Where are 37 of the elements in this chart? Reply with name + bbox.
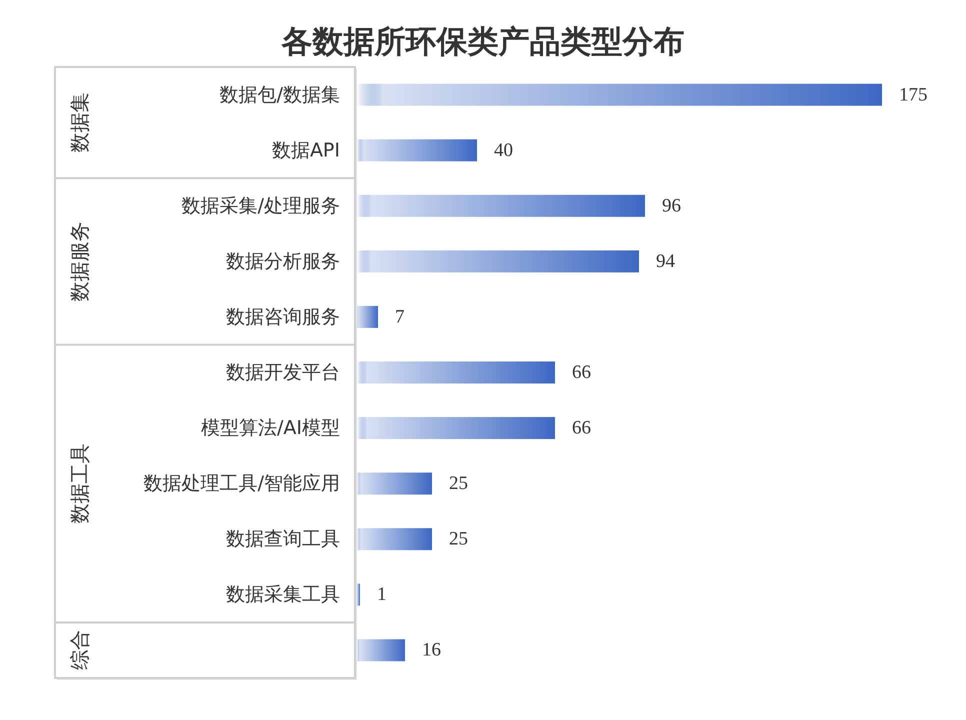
y-tick-label: 数据采集/处理服务 bbox=[182, 194, 340, 217]
bar bbox=[357, 639, 405, 662]
bar bbox=[357, 362, 555, 384]
text: 数据服务 bbox=[68, 221, 92, 302]
chart-title: 各数据所环保类产品类型分布 bbox=[280, 24, 684, 60]
data-label: 25 bbox=[449, 473, 468, 494]
y-tick-label: 数据API bbox=[272, 139, 340, 162]
bar bbox=[357, 584, 360, 606]
bar bbox=[357, 194, 645, 217]
data-label: 175 bbox=[899, 84, 928, 106]
bar bbox=[357, 84, 882, 106]
y-tick-label: 数据包/数据集 bbox=[220, 84, 340, 106]
bar bbox=[357, 472, 432, 495]
data-label: 66 bbox=[572, 362, 591, 383]
y-tick-label: 数据分析服务 bbox=[226, 250, 340, 272]
data-label: 16 bbox=[422, 640, 441, 661]
bar bbox=[357, 417, 555, 440]
data-label: 96 bbox=[662, 195, 681, 216]
y-tick-label: 数据采集工具 bbox=[226, 584, 340, 606]
text: 数据工具 bbox=[68, 444, 92, 524]
data-label: 1 bbox=[377, 584, 386, 606]
data-label: 94 bbox=[656, 250, 676, 272]
data-label: 66 bbox=[572, 418, 591, 439]
bar bbox=[357, 139, 477, 162]
text: 综合 bbox=[68, 630, 92, 670]
y-tick-label: 模型算法/AI模型 bbox=[200, 417, 340, 440]
data-label: 40 bbox=[494, 140, 513, 161]
bar bbox=[357, 306, 378, 328]
data-label: 25 bbox=[449, 528, 468, 550]
bar bbox=[357, 528, 432, 550]
bar bbox=[357, 250, 639, 272]
text: 数据集 bbox=[68, 92, 92, 153]
y-tick-label: 数据开发平台 bbox=[226, 362, 340, 384]
y-tick-label: 数据处理工具/智能应用 bbox=[144, 472, 340, 495]
data-label: 7 bbox=[395, 306, 404, 328]
y-tick-label: 数据咨询服务 bbox=[226, 306, 340, 328]
y-tick-label: 数据查询工具 bbox=[226, 528, 340, 550]
